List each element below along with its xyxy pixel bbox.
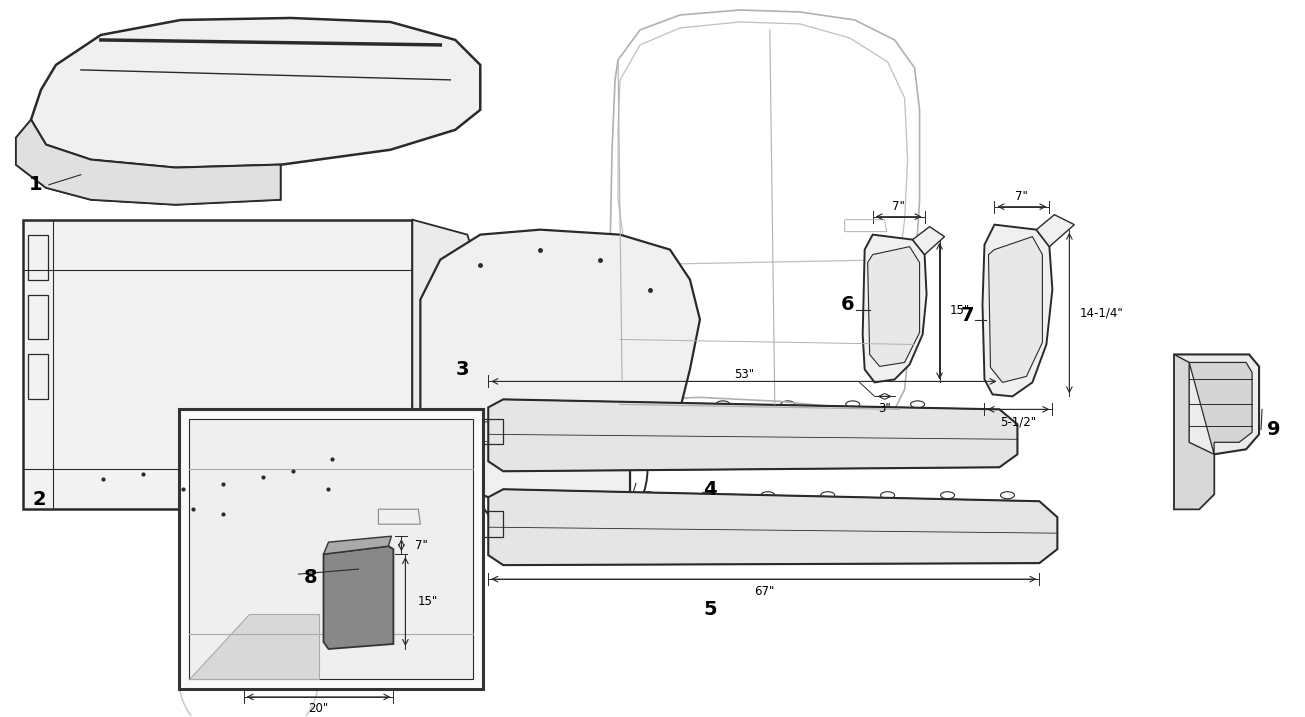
Text: 7: 7 — [960, 306, 975, 325]
Text: 8: 8 — [304, 568, 317, 587]
Text: 20": 20" — [308, 703, 329, 716]
Polygon shape — [983, 224, 1052, 397]
Text: 15": 15" — [950, 304, 970, 317]
Polygon shape — [412, 219, 483, 440]
Polygon shape — [988, 237, 1043, 382]
Polygon shape — [23, 219, 412, 509]
Text: 1: 1 — [29, 175, 43, 194]
Polygon shape — [420, 229, 699, 514]
Text: 7": 7" — [1015, 190, 1028, 203]
Polygon shape — [189, 614, 318, 679]
Text: 9: 9 — [1267, 420, 1280, 439]
Text: 15": 15" — [418, 594, 437, 607]
Polygon shape — [1036, 214, 1074, 247]
Text: 2: 2 — [33, 490, 46, 509]
Text: 3: 3 — [455, 360, 468, 379]
Text: 7": 7" — [893, 200, 906, 213]
Polygon shape — [1189, 362, 1251, 455]
Polygon shape — [488, 489, 1057, 565]
Polygon shape — [324, 546, 393, 649]
Polygon shape — [1174, 354, 1259, 509]
Text: 67": 67" — [754, 584, 774, 597]
Text: 6: 6 — [840, 295, 855, 314]
Polygon shape — [16, 120, 281, 204]
Text: 53": 53" — [733, 368, 754, 381]
Text: 7": 7" — [415, 538, 428, 551]
Polygon shape — [31, 18, 480, 168]
Text: 4: 4 — [703, 480, 716, 499]
Polygon shape — [488, 399, 1018, 471]
Polygon shape — [324, 536, 392, 554]
Text: 3": 3" — [878, 402, 891, 415]
Polygon shape — [868, 247, 920, 366]
Text: 5: 5 — [703, 599, 716, 619]
Text: 14-1/4": 14-1/4" — [1079, 306, 1124, 319]
Polygon shape — [1174, 354, 1214, 509]
Polygon shape — [16, 120, 281, 204]
Polygon shape — [912, 227, 945, 255]
Polygon shape — [189, 419, 474, 679]
Polygon shape — [179, 409, 483, 689]
Polygon shape — [863, 234, 927, 382]
Text: 5-1/2": 5-1/2" — [1001, 416, 1036, 429]
